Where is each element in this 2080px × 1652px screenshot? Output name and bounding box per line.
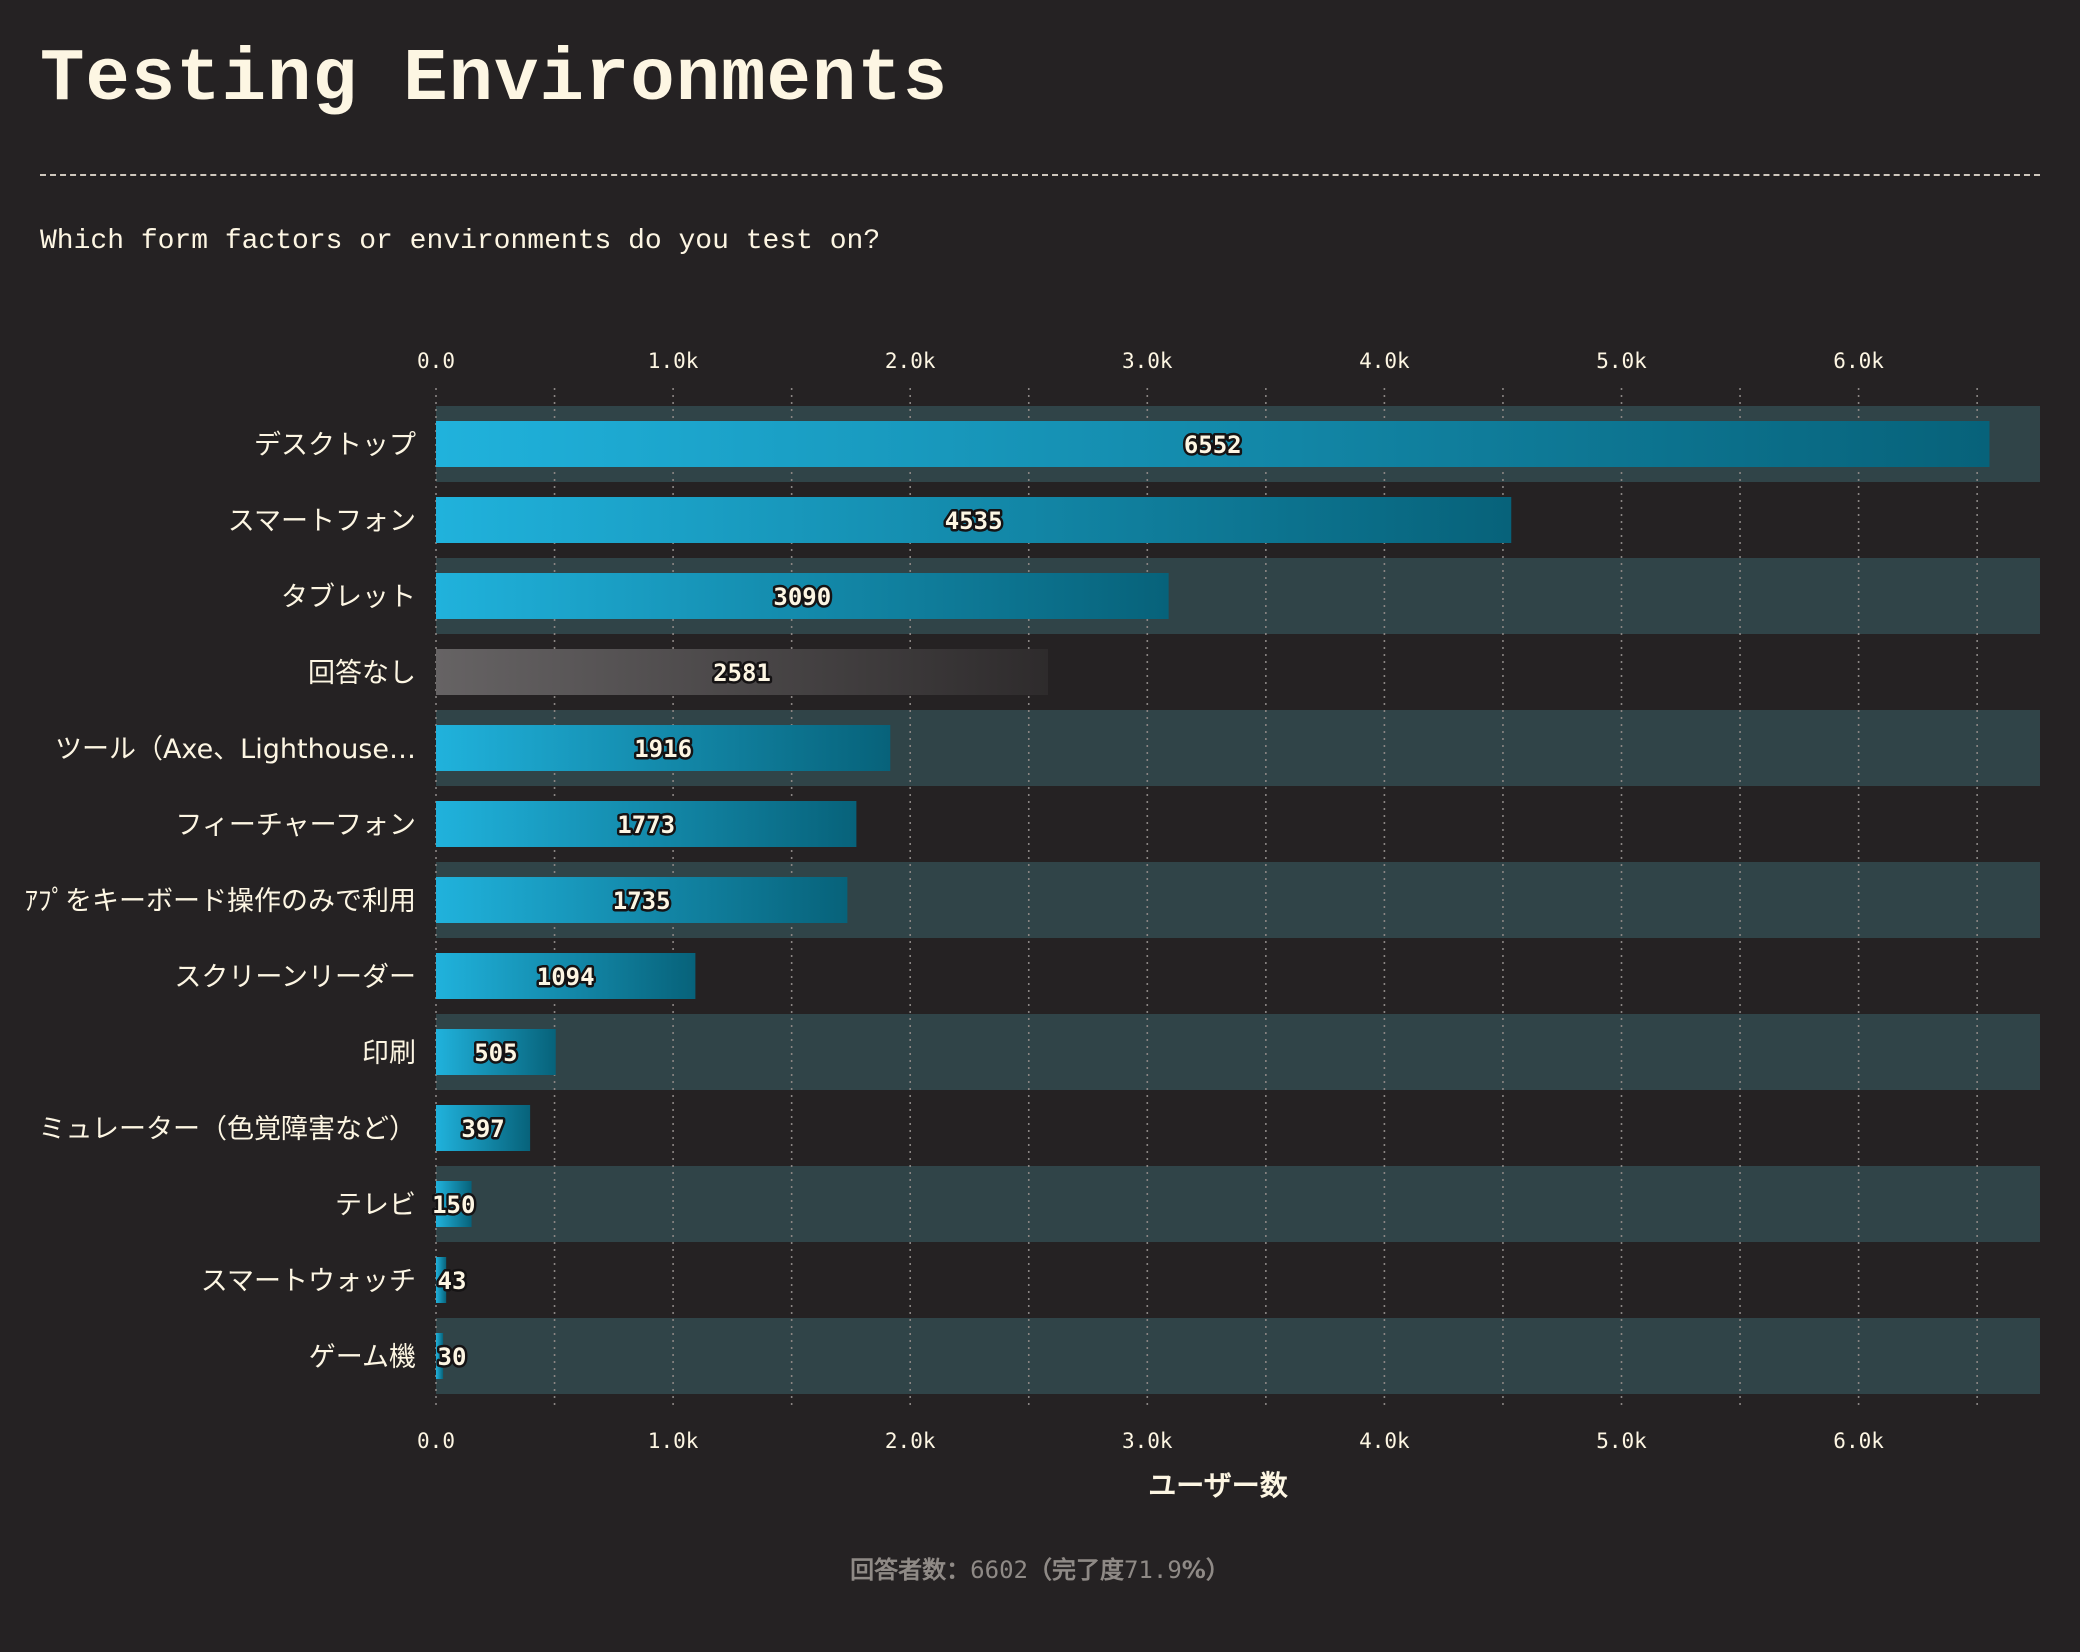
bar — [436, 1029, 556, 1075]
bar — [436, 1105, 531, 1151]
bar — [436, 1333, 444, 1379]
x-tick-label-bottom: 0.0 — [417, 1429, 455, 1453]
category-label: スマートフォン — [228, 506, 416, 537]
bar — [436, 649, 1048, 695]
bar-value-label: 1773 — [617, 811, 675, 839]
category-label: 印刷 — [362, 1038, 416, 1069]
bar-value-label: 397 — [461, 1115, 504, 1143]
bar — [436, 497, 1512, 543]
x-tick-label-bottom: 2.0k — [885, 1429, 936, 1453]
category-label: スマートウォッチ — [201, 1266, 416, 1297]
category-label: ツール（Axe、Lighthouse… — [55, 734, 416, 765]
row-band — [436, 1318, 2040, 1394]
x-tick-label-top: 2.0k — [885, 349, 936, 373]
bar-value-label: 1916 — [634, 735, 692, 763]
bar — [436, 953, 696, 999]
bar-value-label: 1094 — [537, 963, 595, 991]
chart-subtitle: Which form factors or environments do yo… — [40, 226, 881, 257]
bar — [436, 573, 1169, 619]
bar — [436, 421, 1990, 467]
bar-value-label: 4535 — [945, 507, 1003, 535]
respondents-count: 6602 — [970, 1556, 1028, 1584]
bar-value-label: 30 — [438, 1343, 467, 1371]
x-tick-label-bottom: 5.0k — [1596, 1429, 1647, 1453]
completion-label: （完了度 — [1027, 1556, 1124, 1584]
bar-value-label: 3090 — [773, 583, 831, 611]
x-tick-label-bottom: 4.0k — [1359, 1429, 1410, 1453]
bar — [436, 801, 857, 847]
category-label: デスクトップ — [254, 430, 416, 461]
bar-value-label: 505 — [474, 1039, 517, 1067]
category-label: タブレット — [281, 582, 416, 613]
category-label: スクリーンリーダー — [174, 962, 416, 993]
category-label: フィーチャーフォン — [175, 810, 416, 841]
row-band — [436, 1014, 2040, 1090]
bar-value-label: 6552 — [1184, 431, 1242, 459]
x-tick-label-top: 5.0k — [1596, 349, 1647, 373]
x-tick-label-top: 0.0 — [417, 349, 455, 373]
x-tick-label-top: 4.0k — [1359, 349, 1410, 373]
bar — [436, 877, 848, 923]
category-label: テレビ — [335, 1190, 416, 1221]
bar-value-label: 43 — [438, 1267, 467, 1295]
category-label: 回答なし — [308, 658, 416, 689]
x-tick-label-top: 6.0k — [1833, 349, 1884, 373]
x-tick-label-top: 3.0k — [1122, 349, 1173, 373]
completion-suffix: %） — [1181, 1556, 1230, 1584]
x-tick-label-bottom: 3.0k — [1122, 1429, 1173, 1453]
category-label: ミュレーター（色覚障害など） — [39, 1114, 416, 1145]
x-tick-label-top: 1.0k — [648, 349, 699, 373]
bar-value-label: 150 — [432, 1191, 475, 1219]
x-tick-label-bottom: 1.0k — [648, 1429, 699, 1453]
title-divider — [40, 174, 2040, 176]
completion-rate: 71.9 — [1123, 1556, 1182, 1584]
respondents-label: 回答者数： — [850, 1556, 971, 1584]
respondents-footer: 回答者数：6602（完了度71.9%） — [0, 1550, 2080, 1585]
bar-value-label: 1735 — [613, 887, 671, 915]
bar — [436, 725, 891, 771]
row-band — [436, 1166, 2040, 1242]
bar — [436, 1181, 472, 1227]
category-label: ゲーム機 — [309, 1342, 416, 1373]
x-tick-label-bottom: 6.0k — [1833, 1429, 1884, 1453]
bar-value-label: 2581 — [713, 659, 771, 687]
category-label: ｱﾌﾟをキーボード操作のみで利用 — [25, 886, 417, 917]
chart-title: Testing Environments — [40, 38, 949, 122]
bar — [436, 1257, 447, 1303]
x-axis-title: ユーザー数 — [1148, 1469, 1288, 1502]
